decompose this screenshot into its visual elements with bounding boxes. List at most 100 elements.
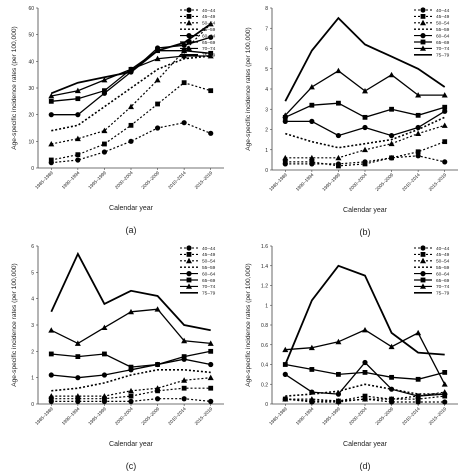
x-tick-label: 1990–1994: [61, 170, 81, 190]
legend-label: 65–69: [202, 40, 216, 46]
legend-label: 50–54: [202, 259, 216, 265]
data-point: [362, 124, 368, 131]
y-tick-label: 7: [265, 26, 268, 32]
x-tick-label: 2015–2019: [428, 172, 448, 192]
y-tick-label: 0.8: [261, 323, 268, 329]
data-point: [362, 88, 368, 94]
y-tick-label: 1.6: [261, 244, 268, 250]
legend-label: 45–49: [202, 252, 216, 258]
data-point: [208, 398, 214, 404]
data-point: [388, 396, 395, 402]
legend-marker: [420, 245, 426, 251]
data-point: [101, 393, 108, 399]
legend-label: 60–64: [436, 271, 450, 277]
data-point: [389, 155, 394, 161]
data-point: [208, 34, 214, 40]
series-45–49: [48, 385, 214, 402]
data-point: [128, 138, 134, 144]
y-tick-label: 2: [31, 349, 34, 355]
series-55–59: [285, 383, 445, 397]
series-60–64: [282, 359, 448, 399]
data-point: [388, 71, 395, 78]
y-tick-label: 0: [31, 402, 34, 408]
y-tick-label: 1.4: [261, 264, 268, 270]
data-point: [181, 48, 187, 54]
data-point: [388, 140, 395, 147]
series-70–74: [48, 306, 214, 346]
legend-label: 40–44: [202, 246, 216, 252]
data-point: [415, 329, 422, 336]
legend-label: 75–79: [202, 53, 216, 59]
x-tick-label: 1995–1999: [87, 170, 107, 190]
data-point: [74, 340, 81, 346]
x-tick-label: 1995–1999: [321, 172, 341, 192]
y-tick-label: 6: [265, 47, 268, 53]
legend-marker: [186, 277, 192, 283]
data-point: [75, 354, 81, 359]
legend-label: 70–74: [436, 46, 450, 52]
data-point: [336, 371, 341, 377]
legend-marker: [186, 7, 192, 13]
data-point: [128, 308, 134, 315]
data-point: [415, 112, 421, 118]
series-55–59: [51, 55, 211, 132]
legend-label: 70–74: [436, 284, 450, 290]
x-tick-label: 2005–2009: [140, 170, 160, 190]
data-point: [309, 102, 315, 108]
legend-label: 60–64: [436, 33, 450, 39]
series-45–49: [282, 139, 448, 169]
legend-label: 75–79: [436, 291, 450, 297]
legend-label: 40–44: [436, 8, 450, 14]
data-point: [441, 122, 448, 128]
data-point: [442, 139, 448, 145]
legend-marker: [186, 283, 192, 289]
data-point: [128, 398, 134, 404]
x-tick-label: 2005–2009: [374, 172, 394, 192]
legend-label: 55–59: [436, 265, 450, 271]
data-point: [335, 391, 342, 397]
data-point: [181, 396, 187, 402]
x-tick-label: 2015–2019: [194, 170, 214, 190]
series-45–49: [48, 80, 214, 163]
y-tick-label: 0: [265, 402, 268, 408]
x-tick-label: 1990–1994: [295, 172, 315, 192]
data-point: [74, 135, 81, 142]
data-point: [282, 396, 289, 402]
legend-label: 60–64: [202, 271, 216, 277]
series-line: [51, 368, 211, 392]
data-point: [154, 125, 161, 131]
x-tick-label: 1990–1994: [61, 406, 81, 426]
y-tick-label: 1: [265, 148, 268, 154]
data-point: [48, 393, 55, 399]
data-point: [128, 387, 134, 394]
data-point: [207, 340, 214, 346]
data-point: [415, 92, 422, 98]
data-point: [282, 371, 288, 377]
data-point: [101, 372, 108, 378]
data-point: [128, 393, 134, 399]
y-tick-label: 0: [265, 168, 268, 174]
data-point: [309, 159, 315, 165]
data-point: [74, 393, 81, 399]
series-line: [51, 55, 211, 132]
legend-marker: [420, 14, 426, 19]
data-point: [48, 93, 55, 99]
data-point: [335, 132, 342, 139]
data-point: [282, 362, 288, 367]
data-point: [208, 348, 214, 354]
data-point: [388, 386, 395, 392]
data-point: [415, 396, 421, 402]
series-line: [284, 16, 446, 102]
series-70–74: [282, 326, 448, 387]
data-point: [335, 398, 342, 404]
legend-marker: [186, 19, 192, 26]
data-point: [308, 154, 315, 161]
legend-marker: [186, 39, 192, 45]
legend-marker: [420, 33, 426, 39]
legend-marker: [420, 277, 426, 283]
data-point: [207, 374, 214, 381]
legend-label: 60–64: [202, 33, 216, 39]
legend-label: 65–69: [436, 40, 450, 46]
legend-marker: [420, 39, 426, 45]
